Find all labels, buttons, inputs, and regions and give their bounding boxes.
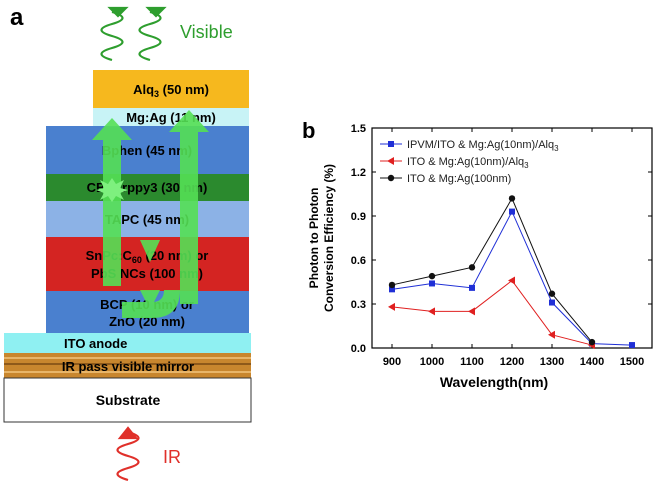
legend-label: ITO & Mg:Ag(100nm)	[407, 173, 511, 185]
x-tick-label: 900	[383, 356, 401, 368]
svg-text:Bphen (45 nm): Bphen (45 nm)	[102, 143, 192, 158]
data-point	[428, 307, 435, 316]
data-point	[508, 195, 516, 202]
data-point	[469, 284, 475, 291]
data-point	[428, 272, 436, 280]
x-tick-label: 1500	[620, 356, 644, 368]
y-tick-label: 0.3	[351, 299, 366, 311]
data-point	[388, 302, 395, 311]
data-point	[429, 280, 435, 287]
y-tick-label: 1.5	[351, 123, 366, 135]
data-point	[389, 286, 395, 293]
legend-marker	[387, 157, 394, 165]
data-point	[548, 290, 556, 297]
legend-label: ITO & Mg:Ag(10nm)/Alq3	[407, 156, 529, 170]
x-tick-label: 1400	[580, 356, 604, 368]
y-tick-label: 1.2	[351, 167, 366, 179]
y-tick-label: 0.9	[351, 211, 366, 223]
x-tick-label: 1000	[420, 356, 444, 368]
svg-text:Substrate: Substrate	[96, 392, 161, 408]
layer-ito: ITO anode	[4, 333, 251, 353]
panel-b-label: b	[302, 118, 315, 143]
y-axis-label-line2: Conversion Efficiency (%)	[322, 164, 336, 312]
data-point	[629, 342, 635, 349]
y-tick-label: 0.0	[351, 343, 366, 355]
layer-mirror: IR pass visible mirror	[4, 353, 251, 378]
data-point	[549, 299, 555, 306]
exciton-star-icon	[96, 178, 128, 202]
x-tick-label: 1100	[460, 356, 484, 368]
data-point	[509, 208, 515, 215]
legend-marker	[388, 141, 394, 147]
svg-text:Alq3 (50 nm): Alq3 (50 nm)	[133, 82, 209, 99]
x-tick-label: 1300	[540, 356, 564, 368]
svg-text:TAPC (45 nm): TAPC (45 nm)	[105, 212, 189, 227]
x-axis-label: Wavelength(nm)	[440, 374, 548, 390]
efficiency-chart: b 900 1000 1100 1200 1300 1400 1500 0.0 0.3 0.6 0.…	[302, 118, 653, 390]
layer-alq3: Alq3 (50 nm)	[93, 70, 249, 108]
data-point	[588, 338, 596, 346]
ir-label: IR	[163, 447, 181, 467]
visible-label: Visible	[180, 22, 233, 42]
visible-light-icon	[100, 6, 167, 62]
legend-label: IPVM/ITO & Mg:Ag(10nm)/Alq3	[407, 139, 559, 153]
data-point	[548, 330, 555, 339]
series-line-2	[391, 279, 593, 346]
device-stack-diagram: a Visible Alq3 (50 nm) Mg:Ag (11 nm) Bph…	[3, 4, 252, 482]
data-point	[508, 276, 515, 285]
legend-marker	[387, 174, 395, 182]
layer-tapc: TAPC (45 nm)	[46, 201, 249, 237]
y-tick-label: 0.6	[351, 255, 366, 267]
svg-text:IR pass visible mirror: IR pass visible mirror	[62, 359, 194, 374]
layer-substrate: Substrate	[3, 377, 252, 423]
ir-light-icon	[116, 426, 140, 482]
data-point	[468, 264, 476, 271]
y-axis-label-line1: Photon to Photon	[307, 188, 321, 289]
panel-a-label: a	[10, 4, 24, 31]
data-point	[388, 281, 396, 289]
layer-bphen: Bphen (45 nm)	[46, 126, 249, 174]
carrier-arrows-icon	[92, 110, 209, 318]
series-line-3	[391, 197, 593, 343]
data-point	[468, 307, 475, 316]
x-tick-label: 1200	[500, 356, 524, 368]
svg-text:Mg:Ag (11 nm): Mg:Ag (11 nm)	[126, 110, 216, 125]
layer-cbp: CBP:Irppy3 (30 nm)	[46, 174, 249, 201]
svg-text:ITO anode: ITO anode	[64, 336, 127, 351]
